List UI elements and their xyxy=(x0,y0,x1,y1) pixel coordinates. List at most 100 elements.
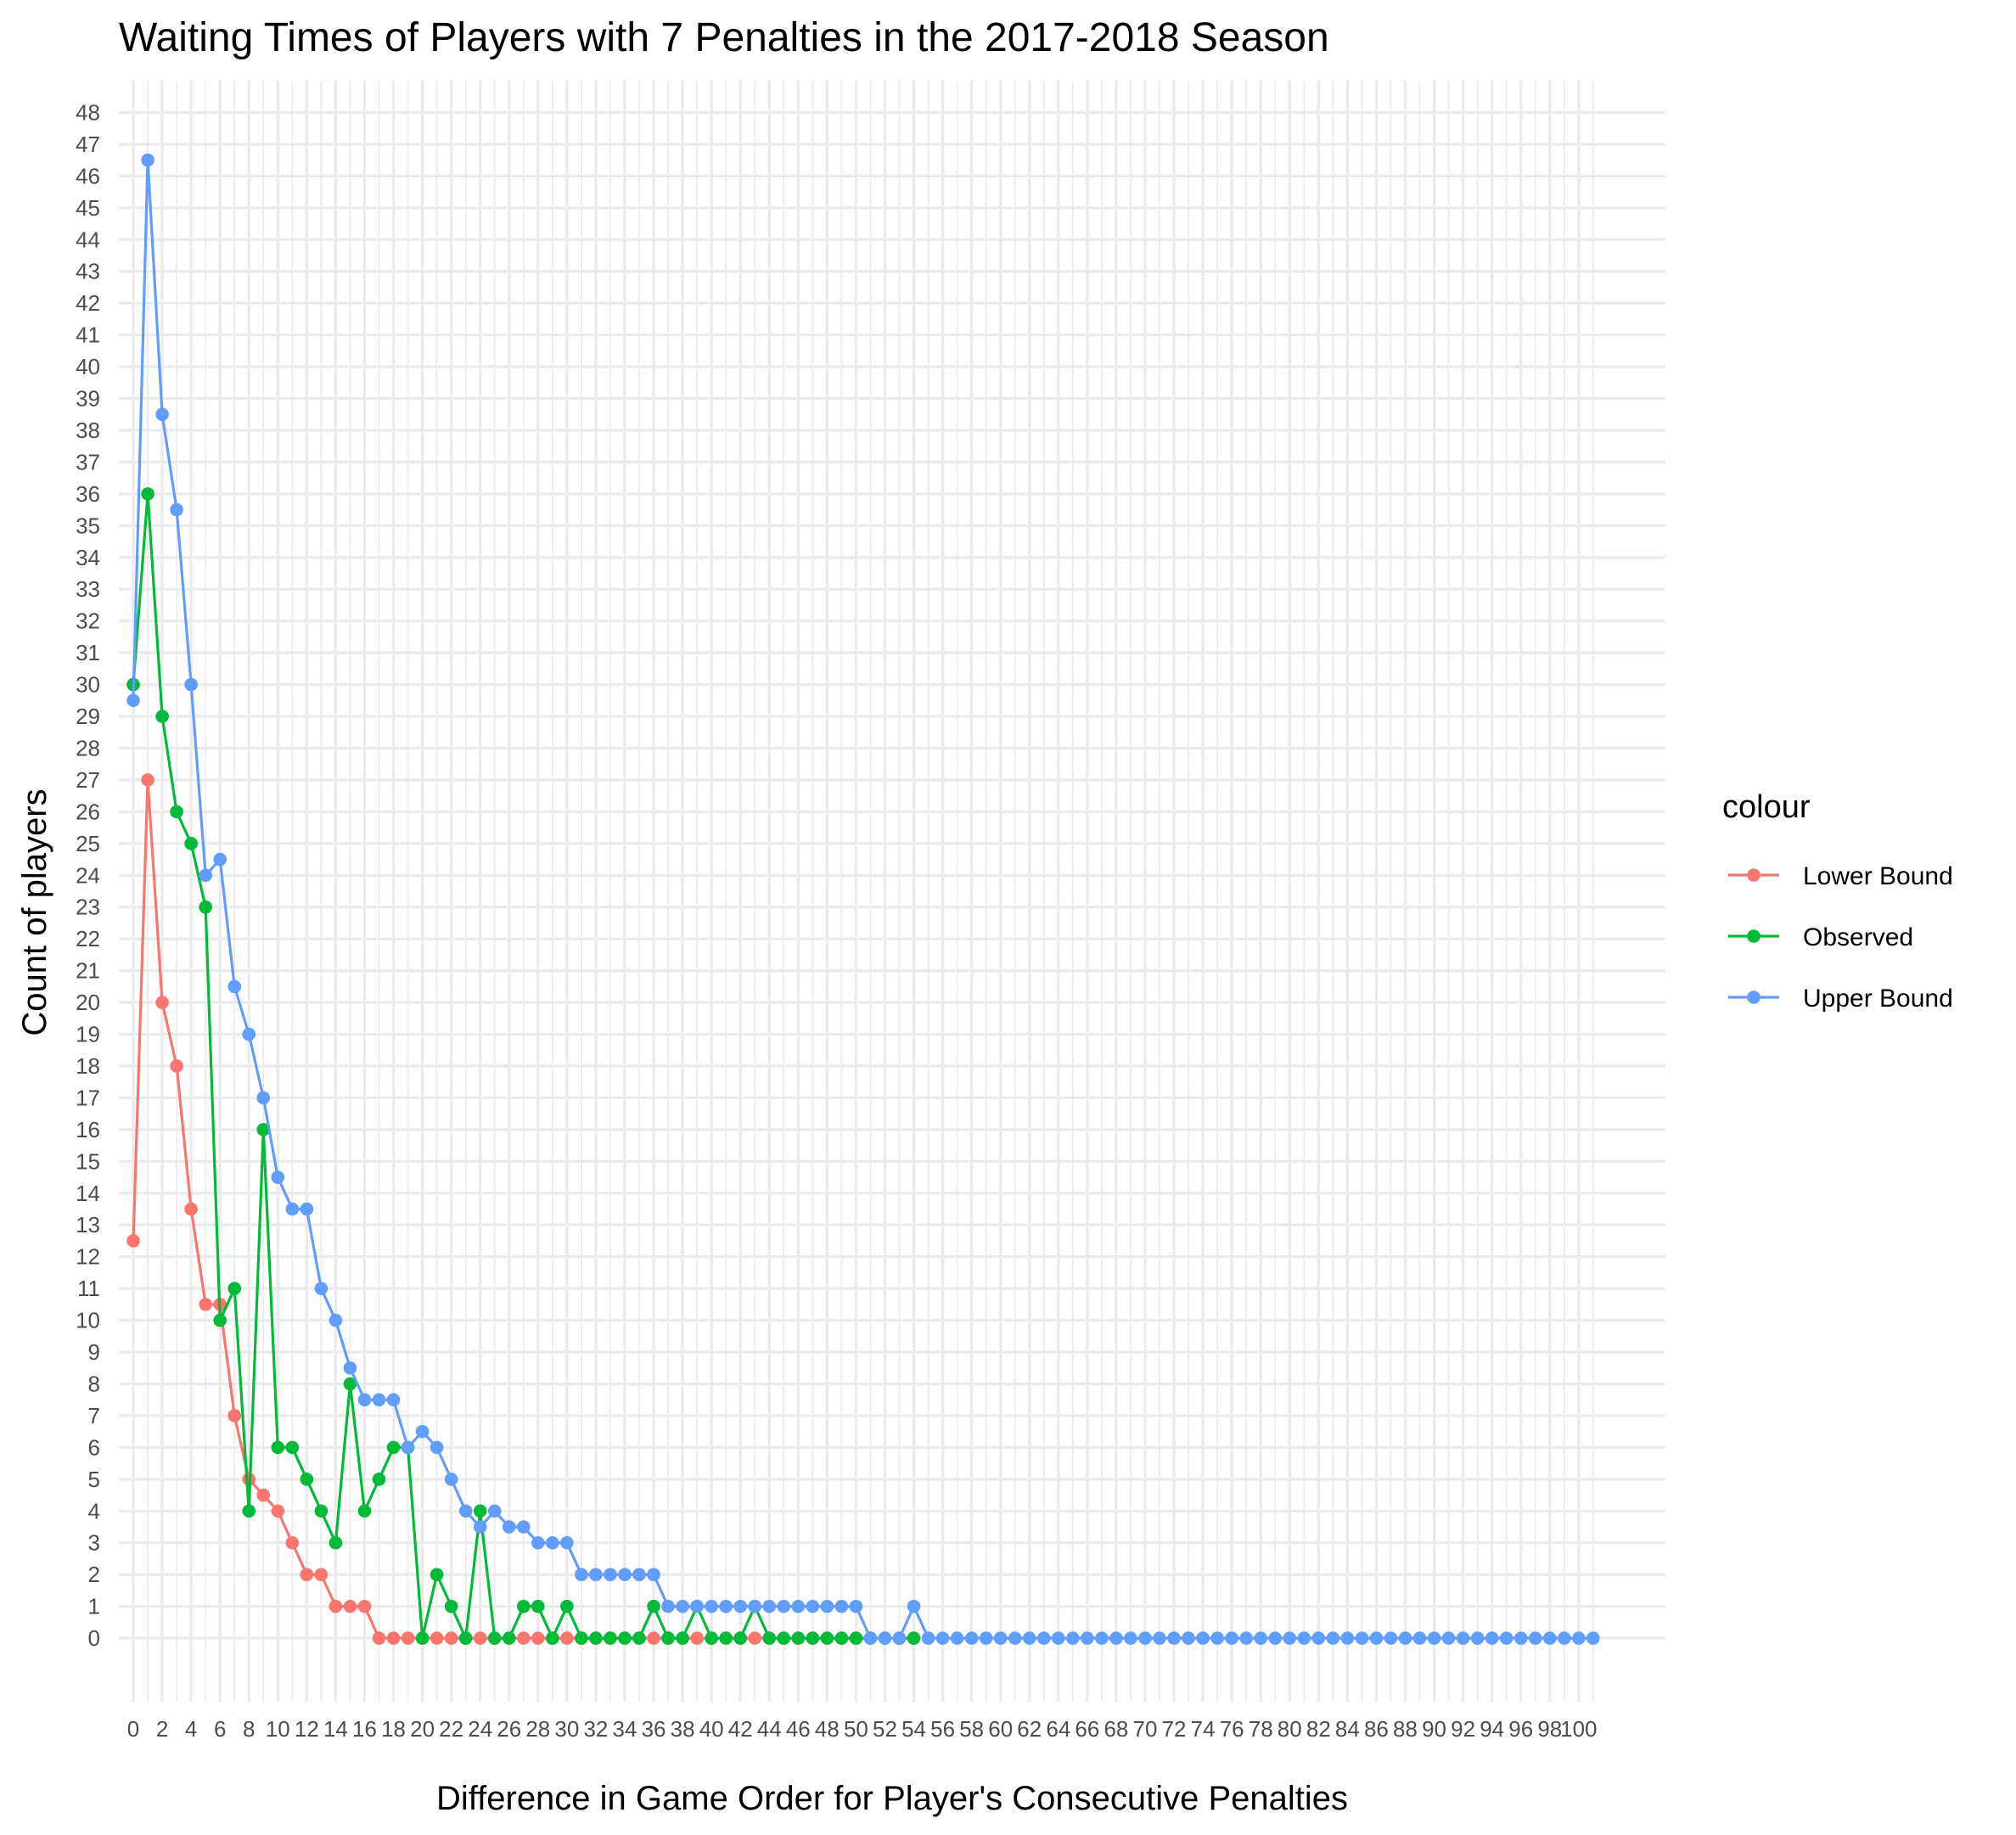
data-point-upper-bound xyxy=(791,1599,806,1613)
x-tick-label: 56 xyxy=(930,1716,955,1742)
data-point-upper-bound xyxy=(1340,1631,1355,1645)
x-tick-label: 52 xyxy=(873,1716,897,1742)
data-point-observed xyxy=(213,1313,227,1327)
y-tick-label: 37 xyxy=(76,449,100,474)
data-point-lower-bound xyxy=(285,1535,300,1550)
data-point-lower-bound xyxy=(256,1488,271,1502)
data-point-observed xyxy=(849,1631,863,1645)
data-point-observed xyxy=(575,1631,588,1645)
x-tick-label: 80 xyxy=(1278,1716,1302,1742)
data-point-observed xyxy=(386,1440,401,1455)
x-tick-label: 12 xyxy=(295,1716,319,1742)
y-tick-label: 16 xyxy=(76,1117,100,1142)
x-tick-label: 0 xyxy=(127,1716,139,1742)
data-point-lower-bound xyxy=(300,1568,314,1581)
x-tick-label: 22 xyxy=(439,1716,463,1742)
y-tick-label: 25 xyxy=(76,831,100,856)
data-point-upper-bound xyxy=(170,502,183,517)
x-tick-label: 98 xyxy=(1537,1716,1562,1742)
data-point-upper-bound xyxy=(1384,1631,1398,1645)
data-point-upper-bound xyxy=(227,979,242,994)
data-point-upper-bound xyxy=(964,1631,979,1645)
data-point-lower-bound xyxy=(184,1202,198,1216)
data-point-upper-bound xyxy=(1182,1631,1195,1645)
x-tick-label: 46 xyxy=(786,1716,811,1742)
data-point-upper-bound xyxy=(762,1599,777,1613)
data-point-upper-bound xyxy=(1398,1631,1412,1645)
data-point-upper-bound xyxy=(155,407,169,422)
data-point-upper-bound xyxy=(487,1504,502,1518)
data-point-observed xyxy=(256,1123,271,1136)
data-point-observed xyxy=(791,1631,806,1645)
data-point-upper-bound xyxy=(184,677,198,692)
x-tick-label: 92 xyxy=(1451,1716,1475,1742)
data-point-observed xyxy=(227,1282,242,1295)
data-point-upper-bound xyxy=(1412,1631,1427,1645)
data-point-upper-bound xyxy=(141,153,154,167)
data-point-upper-bound xyxy=(473,1520,487,1534)
data-point-upper-bound xyxy=(444,1473,458,1486)
x-tick-label: 30 xyxy=(554,1716,579,1742)
data-point-observed xyxy=(531,1599,545,1613)
data-point-observed xyxy=(647,1599,660,1613)
y-tick-label: 18 xyxy=(76,1053,100,1079)
data-point-observed xyxy=(661,1631,675,1645)
data-point-lower-bound xyxy=(748,1631,762,1645)
x-tick-label: 88 xyxy=(1393,1716,1418,1742)
data-point-lower-bound xyxy=(430,1631,444,1645)
legend-items: Lower Bound Observed Upper Bound xyxy=(1728,862,1953,1013)
x-tick-label: 2 xyxy=(156,1716,168,1742)
y-tick-label: 45 xyxy=(76,195,100,221)
legend-item-observed: Observed xyxy=(1728,923,1913,951)
y-tick-label: 15 xyxy=(76,1148,100,1174)
data-point-upper-bound xyxy=(1268,1631,1283,1645)
data-point-upper-bound xyxy=(285,1202,300,1216)
y-tick-label: 4 xyxy=(88,1498,100,1524)
y-tick-label: 41 xyxy=(76,323,100,348)
y-tick-label: 5 xyxy=(88,1467,100,1492)
x-tick-label: 82 xyxy=(1306,1716,1331,1742)
data-point-lower-bound xyxy=(227,1409,242,1423)
data-point-upper-bound xyxy=(676,1599,689,1613)
data-point-observed xyxy=(170,805,183,819)
x-tick-label: 50 xyxy=(844,1716,868,1742)
x-tick-label: 100 xyxy=(1560,1716,1597,1742)
x-axis-ticks: 0 2 4 6 8 10 12 14 16 18 20 22 24 26 28 30 32 34 36 38 40 42 4… xyxy=(127,1716,1598,1742)
data-point-upper-bound xyxy=(430,1440,444,1455)
data-point-upper-bound xyxy=(632,1568,646,1581)
x-tick-label: 76 xyxy=(1220,1716,1244,1742)
data-point-lower-bound xyxy=(516,1631,531,1645)
x-tick-label: 10 xyxy=(266,1716,290,1742)
x-tick-label: 20 xyxy=(410,1716,435,1742)
data-point-observed xyxy=(604,1631,617,1645)
data-point-lower-bound xyxy=(170,1059,183,1073)
data-point-upper-bound xyxy=(314,1282,329,1295)
data-point-lower-bound xyxy=(372,1631,386,1645)
legend-item-lower-bound: Lower Bound xyxy=(1728,862,1953,890)
data-point-observed xyxy=(199,900,212,914)
data-point-upper-bound xyxy=(213,852,227,867)
y-tick-label: 22 xyxy=(76,926,100,951)
data-point-upper-bound xyxy=(705,1599,718,1613)
grid xyxy=(119,81,1665,1702)
y-tick-label: 0 xyxy=(88,1625,100,1651)
data-point-observed xyxy=(820,1631,834,1645)
data-point-lower-bound xyxy=(473,1631,487,1645)
x-tick-label: 90 xyxy=(1422,1716,1446,1742)
data-point-upper-bound xyxy=(1542,1631,1557,1645)
data-point-upper-bound xyxy=(1138,1631,1152,1645)
x-tick-label: 32 xyxy=(583,1716,608,1742)
y-axis-ticks: 0123456789101112131415161718192021222324… xyxy=(76,99,100,1651)
series-observed xyxy=(126,487,921,1645)
data-point-upper-bound xyxy=(1109,1631,1123,1645)
y-tick-label: 44 xyxy=(76,227,100,252)
data-point-upper-bound xyxy=(748,1599,762,1613)
data-point-observed xyxy=(676,1631,689,1645)
data-point-upper-bound xyxy=(1485,1631,1499,1645)
x-tick-label: 6 xyxy=(214,1716,226,1742)
data-point-upper-bound xyxy=(1210,1631,1224,1645)
legend: colour Lower Bound Observed Upper Bound xyxy=(1722,789,1953,1013)
x-tick-label: 28 xyxy=(525,1716,550,1742)
data-point-observed xyxy=(762,1631,777,1645)
